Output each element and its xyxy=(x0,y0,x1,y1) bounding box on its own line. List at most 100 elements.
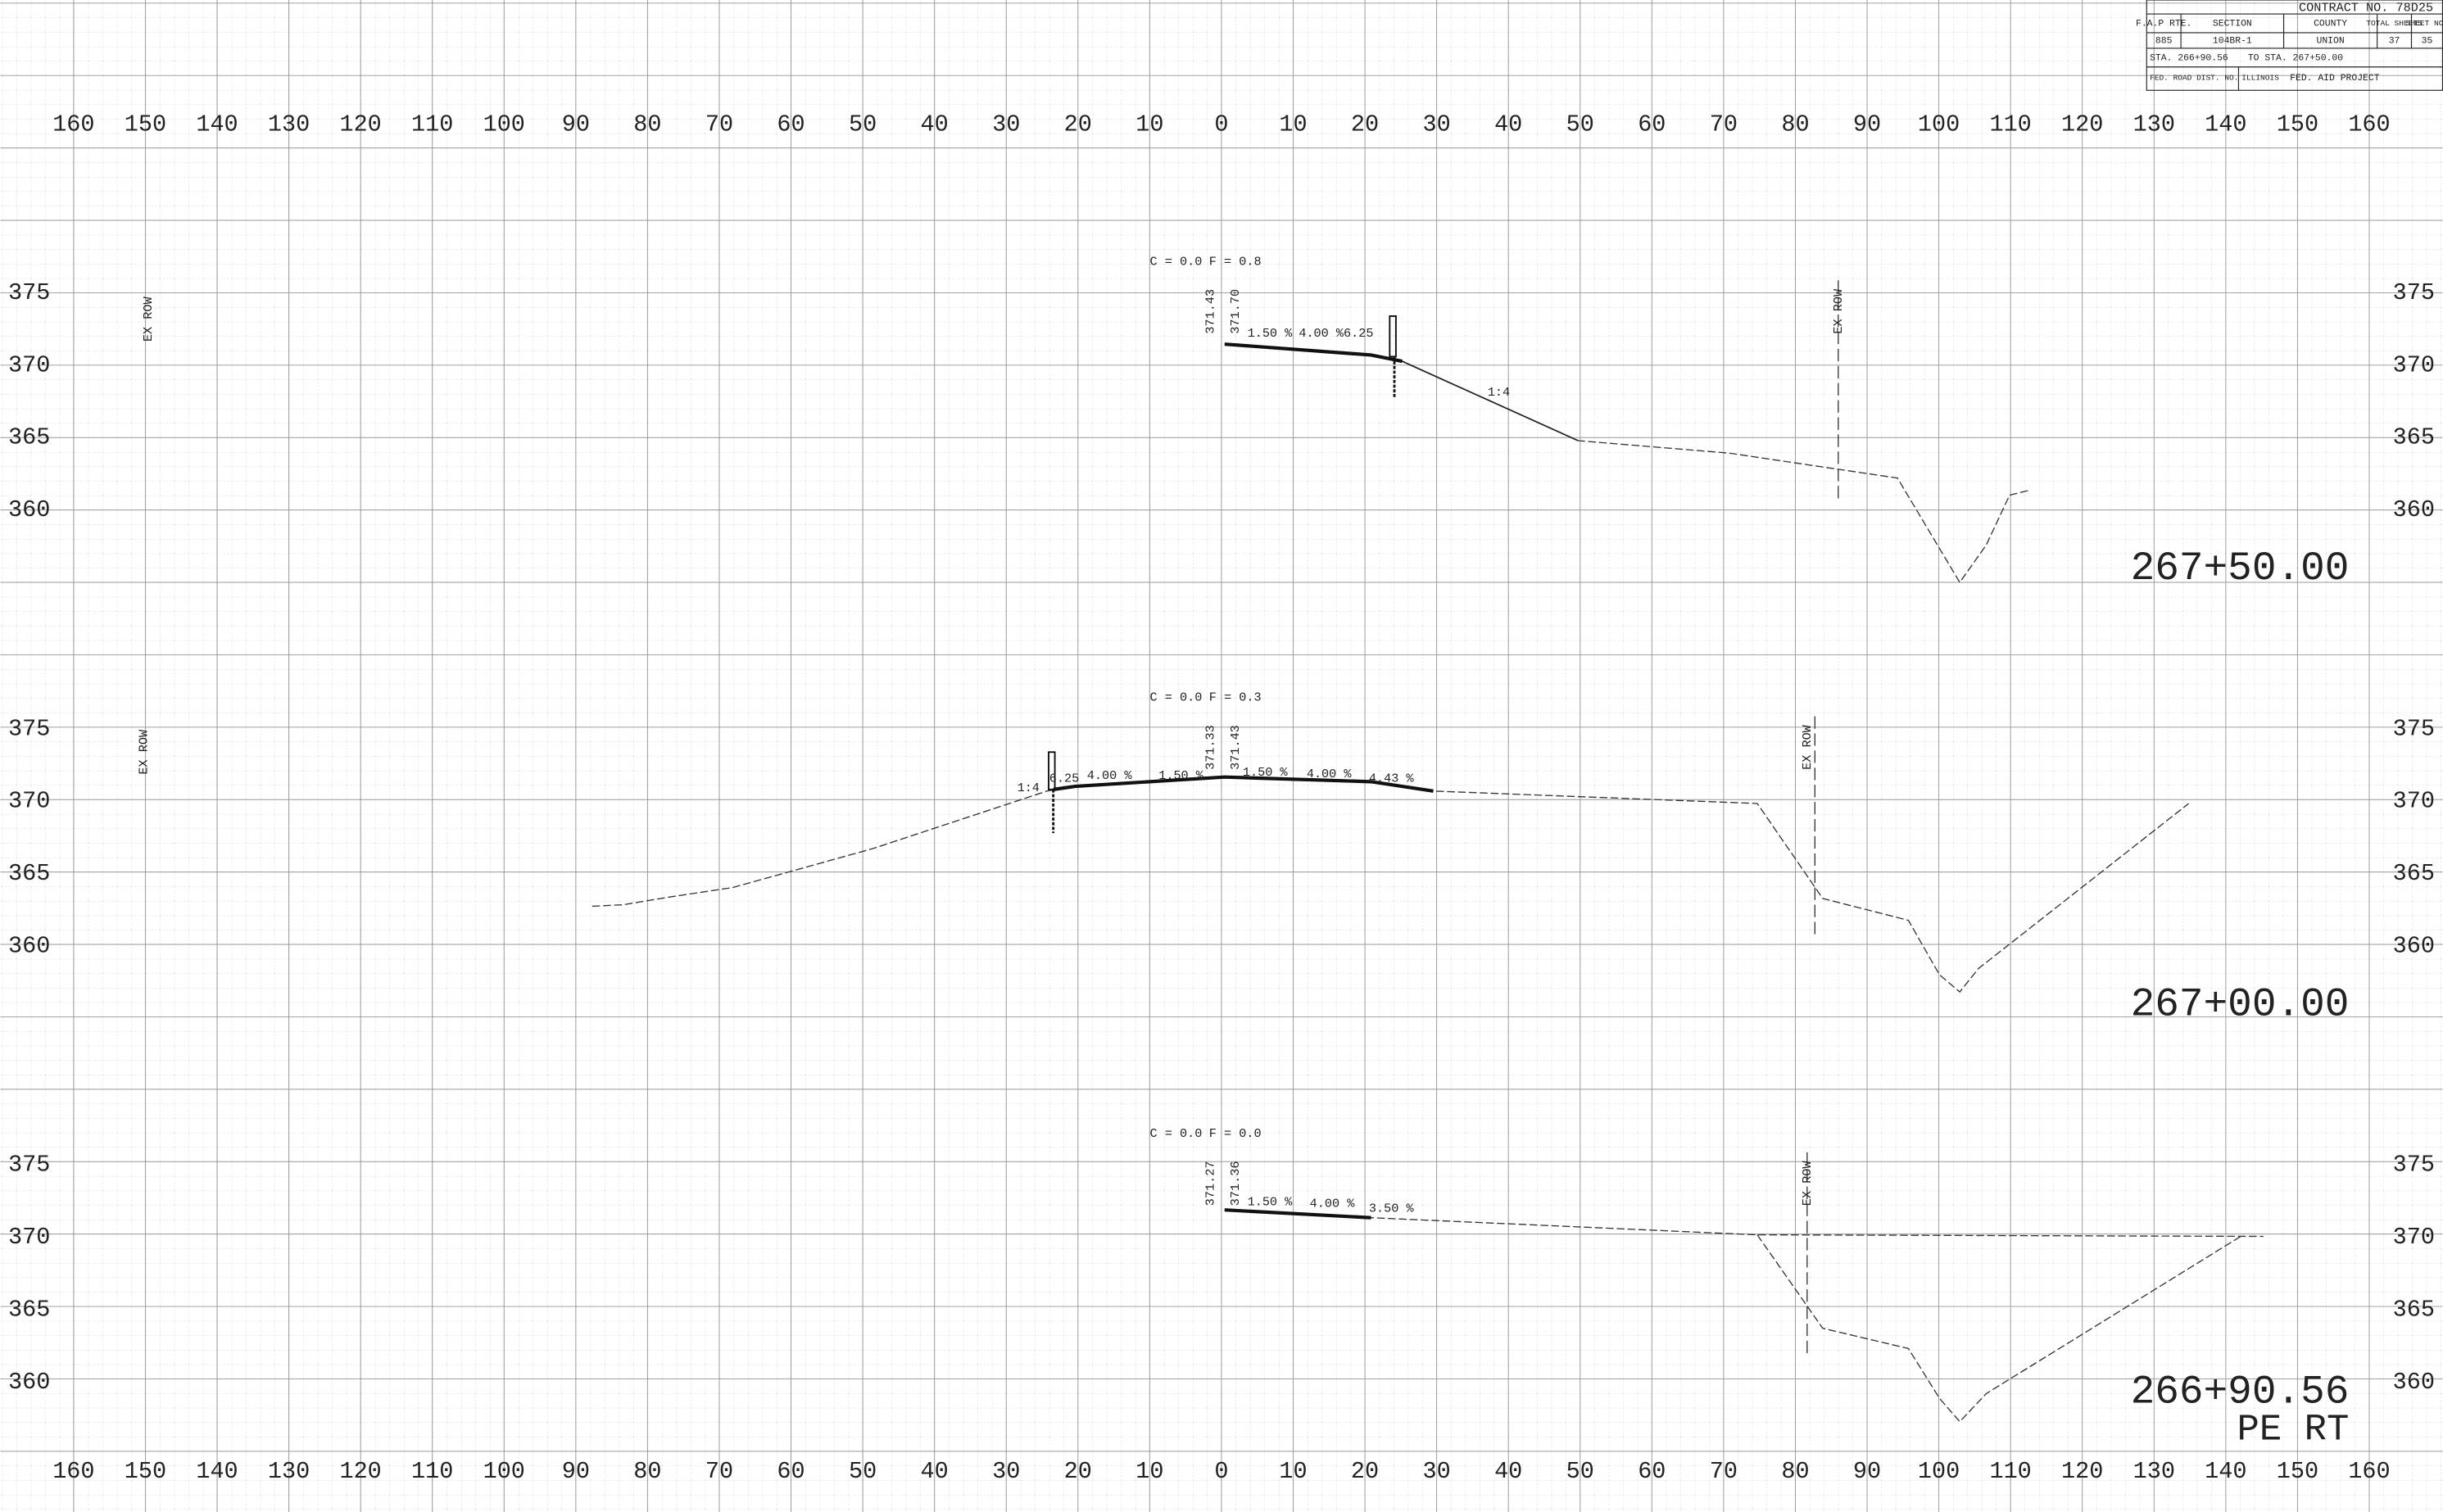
elevation-label: 370 xyxy=(2393,1224,2435,1251)
offset-label: 70 xyxy=(705,1458,733,1485)
offset-label: 150 xyxy=(2277,111,2318,138)
elevation-label: 365 xyxy=(8,860,50,887)
header: COUNTY xyxy=(2314,20,2347,29)
header: SECTION xyxy=(2213,20,2252,29)
offset-label: 140 xyxy=(196,1458,238,1485)
offset-label: 70 xyxy=(1710,111,1738,138)
elevation-label: 370 xyxy=(2393,351,2435,378)
elevation-label: 360 xyxy=(8,1369,50,1396)
offset-label: 140 xyxy=(2205,111,2246,138)
offset-label: 0 xyxy=(1214,111,1228,138)
annotation: 6.25 xyxy=(1344,326,1373,341)
ground-line xyxy=(1224,343,2028,584)
ex-row-label: EX ROW xyxy=(141,297,156,342)
cut-label: C = 0.0 xyxy=(1150,1126,1203,1141)
offset-label: 90 xyxy=(1853,111,1881,138)
ground-line xyxy=(1224,1209,2264,1238)
district: FED. ROAD DIST. NO. xyxy=(2150,74,2238,83)
offset-label: 50 xyxy=(849,1458,877,1485)
offset-label: 150 xyxy=(125,1458,166,1485)
annotation: 1.50 % xyxy=(1248,326,1294,341)
annotation: 4.00 % xyxy=(1307,767,1353,781)
offset-label: 130 xyxy=(268,111,310,138)
elevation-label: 360 xyxy=(2393,1369,2435,1396)
offset-label: 20 xyxy=(1351,111,1379,138)
elevation-label: 370 xyxy=(8,788,50,815)
pavement xyxy=(1224,1208,1371,1220)
elevation-label: 375 xyxy=(8,279,50,306)
offset-label: 160 xyxy=(2348,1458,2390,1485)
offset-label: 90 xyxy=(562,111,590,138)
offset-label: 120 xyxy=(2061,111,2103,138)
offset-label: 30 xyxy=(992,1458,1020,1485)
state: ILLINOIS xyxy=(2241,74,2279,83)
offset-label: 150 xyxy=(125,111,166,138)
offset-label: 120 xyxy=(339,1458,381,1485)
offset-label: 100 xyxy=(483,1458,525,1485)
offset-label: 20 xyxy=(1064,111,1092,138)
offset-label: 110 xyxy=(1989,1458,2031,1485)
offset-label: 90 xyxy=(1853,1458,1881,1485)
cell: 35 xyxy=(2422,36,2433,46)
offset-label: 160 xyxy=(52,1458,94,1485)
pavement xyxy=(1224,342,1403,364)
elevation-label: 360 xyxy=(8,496,50,523)
annotation: 371.70 xyxy=(1228,289,1243,334)
title-block-frame xyxy=(2146,0,2443,91)
offset-label: 10 xyxy=(1135,1458,1163,1485)
cell: 37 xyxy=(2389,36,2400,46)
offset-label: 150 xyxy=(2277,1458,2318,1485)
project: FED. AID PROJECT xyxy=(2290,74,2380,84)
offset-label: 60 xyxy=(1638,1458,1666,1485)
station-label: 266+90.56 xyxy=(2131,1369,2350,1415)
offset-label: 50 xyxy=(849,111,877,138)
annotation: 371.43 xyxy=(1228,725,1243,770)
annotation: 3.50 % xyxy=(1369,1201,1415,1215)
offset-label: 70 xyxy=(705,111,733,138)
offset-label: 10 xyxy=(1279,111,1307,138)
offset-label: 60 xyxy=(777,1458,805,1485)
offset-label: 140 xyxy=(196,111,238,138)
annotation: 371.43 xyxy=(1203,289,1218,334)
offset-label: 80 xyxy=(1781,111,1809,138)
offset-label: 0 xyxy=(1214,1458,1228,1485)
annotation: 1:4 xyxy=(1488,385,1510,400)
offset-label: 70 xyxy=(1710,1458,1738,1485)
elevation-label: 360 xyxy=(2393,932,2435,959)
ex-row-label: EX ROW xyxy=(136,729,151,775)
elevation-label: 370 xyxy=(8,1224,50,1251)
elevation-label: 375 xyxy=(8,1152,50,1179)
annotation: 4.00 % xyxy=(1310,1197,1356,1211)
elevation-label: 360 xyxy=(8,932,50,959)
offset-label: 90 xyxy=(562,1458,590,1485)
offset-label: 110 xyxy=(411,1458,453,1485)
ditch-line xyxy=(1756,1234,2244,1423)
header: TOTAL SHEETS xyxy=(2366,19,2423,28)
annotation: 6.25 xyxy=(1049,772,1079,786)
annotation: 1:4 xyxy=(1018,781,1040,795)
elevation-label: 375 xyxy=(2393,279,2435,306)
title-block: CONTRACT NO. 78D25 F.A.P RTE. SECTION CO… xyxy=(2136,0,2443,91)
elevation-label: 360 xyxy=(2393,496,2435,523)
elevation-label: 365 xyxy=(2393,424,2435,451)
offset-label: 100 xyxy=(1918,1458,1960,1485)
offset-label: 130 xyxy=(2133,1458,2175,1485)
offset-label: 40 xyxy=(921,111,949,138)
elevation-label: 365 xyxy=(2393,860,2435,887)
annotation: 4.00 % xyxy=(1299,326,1344,341)
elevation-label: 365 xyxy=(8,424,50,451)
station-to: TO STA. 267+50.00 xyxy=(2248,53,2343,63)
offset-label: 120 xyxy=(339,111,381,138)
ex-row-label: EX ROW xyxy=(1800,1161,1815,1206)
curb xyxy=(1048,751,1056,790)
offset-label: 120 xyxy=(2061,1458,2103,1485)
cell: 885 xyxy=(2155,36,2173,46)
annotation: 4.43 % xyxy=(1369,772,1415,786)
offset-label: 160 xyxy=(52,111,94,138)
ex-row-label: EX ROW xyxy=(1800,724,1815,770)
offset-label: 80 xyxy=(633,1458,661,1485)
offset-label: 80 xyxy=(633,111,661,138)
station-label: 267+00.00 xyxy=(2131,981,2350,1027)
offset-label: 50 xyxy=(1566,111,1594,138)
